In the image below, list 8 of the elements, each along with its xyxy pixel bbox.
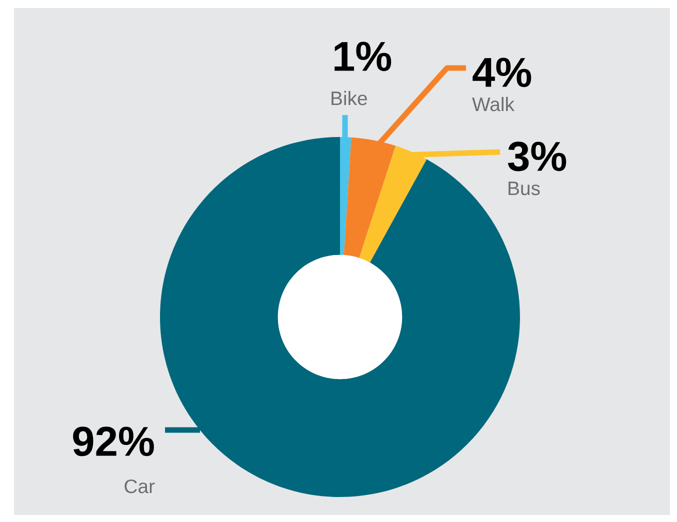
data-label: 92%: [73, 426, 154, 456]
slice-label: Car: [124, 479, 155, 494]
data-label: 1%: [334, 42, 392, 72]
data-label: 4%: [472, 58, 532, 88]
slice-label: Bus: [508, 182, 540, 196]
slice-label: Bike: [332, 90, 367, 106]
data-label: 3%: [508, 142, 566, 172]
slice-label: Walk: [472, 96, 515, 112]
